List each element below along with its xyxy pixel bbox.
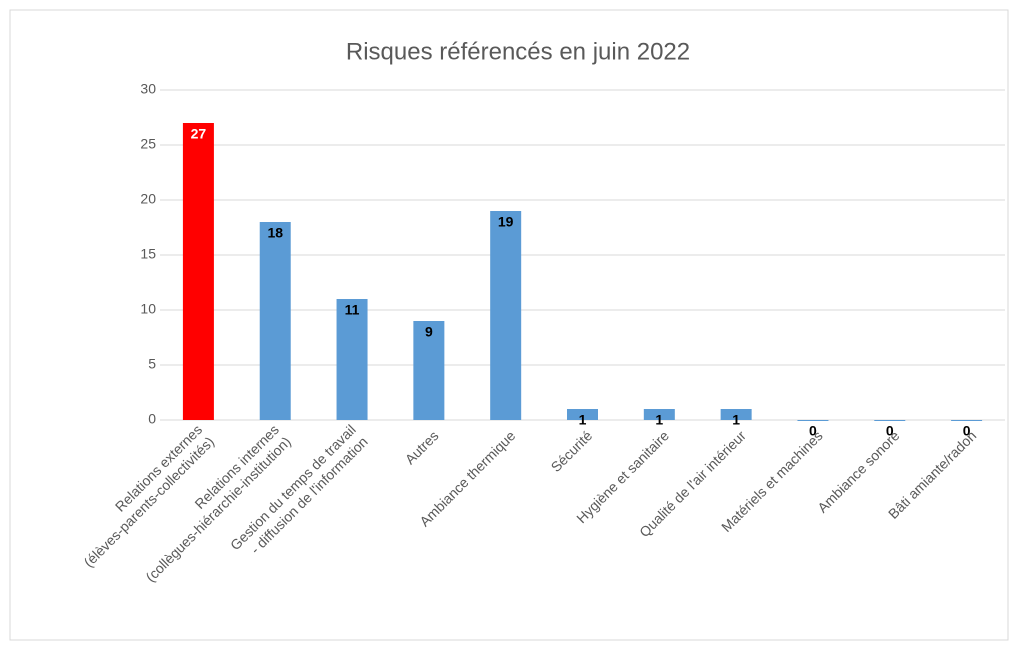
bar — [720, 409, 752, 420]
y-tick-label: 30 — [140, 81, 156, 97]
data-label: 11 — [345, 302, 360, 318]
data-label: 1 — [579, 412, 587, 428]
bar — [797, 420, 829, 421]
data-label: 0 — [963, 423, 971, 439]
y-tick-label: 20 — [140, 191, 156, 207]
y-tick-label: 5 — [148, 356, 156, 372]
y-tick-label: 15 — [140, 246, 156, 262]
data-label: 1 — [655, 412, 663, 428]
bar — [951, 420, 983, 421]
data-label: 19 — [498, 214, 514, 230]
data-label: 1 — [732, 412, 740, 428]
data-label: 0 — [809, 423, 817, 439]
bar — [182, 123, 214, 420]
data-label: 18 — [267, 225, 283, 241]
data-label: 27 — [191, 126, 207, 142]
data-label: 9 — [425, 324, 433, 340]
y-tick-label: 25 — [140, 136, 156, 152]
bar — [567, 409, 598, 420]
bar — [643, 409, 675, 420]
bar — [336, 299, 368, 420]
bar — [413, 321, 445, 420]
chart-title: Risques référencés en juin 2022 — [346, 38, 690, 65]
y-tick-label: 10 — [140, 301, 156, 317]
y-tick-label: 0 — [148, 411, 156, 427]
bar — [259, 222, 291, 420]
bar — [874, 420, 906, 421]
bar — [490, 211, 522, 420]
data-label: 0 — [886, 423, 894, 439]
